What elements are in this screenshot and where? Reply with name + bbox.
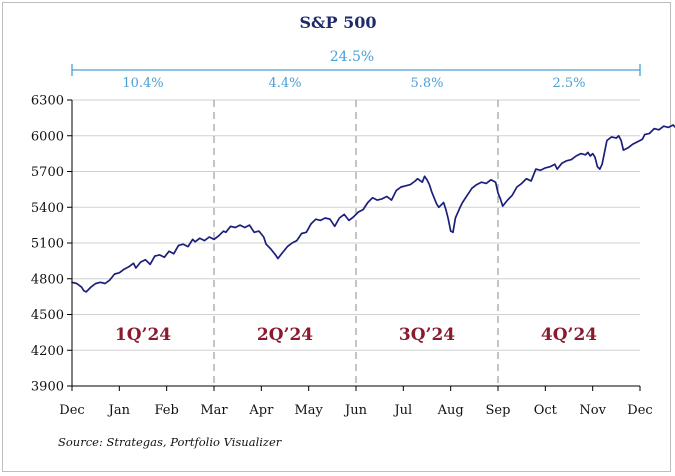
y-tick-label: 5700: [31, 165, 64, 180]
quarter-name-label: 2Q’24: [257, 325, 313, 345]
quarter-return-label: 4.4%: [268, 76, 301, 91]
quarter-return-label: 2.5%: [552, 76, 585, 91]
quarter-name-label: 4Q’24: [541, 325, 597, 345]
y-axis-ticks: 6300 6000 5700 5400 5100 4800 4500 4200 3900: [31, 94, 72, 395]
x-tick-label: Aug: [437, 403, 464, 418]
y-tick-label: 6000: [31, 129, 64, 144]
series-layer: [71, 124, 675, 293]
y-tick-label: 4500: [31, 308, 64, 323]
source-note: Source: Strategas, Portfolio Visualizer: [58, 435, 283, 449]
x-tick-label: Dec: [59, 403, 84, 418]
x-tick-label: Jul: [392, 403, 412, 418]
y-tick-label: 6300: [31, 94, 64, 109]
quarter-name-label: 1Q’24: [115, 325, 171, 345]
x-tick-label: Dec: [627, 403, 652, 418]
total-return-label: 24.5%: [330, 49, 374, 65]
quarter-labels: 10.4% 1Q’24 4.4% 2Q’24 5.8% 3Q’24 2.5% 4Q’24: [115, 76, 597, 345]
y-tick-label: 5100: [31, 237, 64, 252]
x-tick-label: Nov: [579, 403, 606, 418]
x-tick-label: Oct: [534, 403, 558, 418]
y-tick-label: 4200: [31, 344, 64, 359]
series-line: [71, 124, 675, 293]
quarter-return-label: 10.4%: [122, 76, 163, 91]
y-tick-label: 5400: [31, 201, 64, 216]
x-tick-label: Apr: [248, 403, 274, 418]
quarter-name-label: 3Q’24: [399, 325, 455, 345]
x-tick-label: Sep: [486, 403, 511, 418]
y-tick-label: 3900: [31, 380, 64, 395]
grid-layer: [72, 99, 640, 351]
x-tick-label: Jan: [107, 403, 131, 418]
chart-frame: [2, 2, 671, 472]
x-tick-label: May: [294, 403, 323, 418]
quarter-return-label: 5.8%: [410, 76, 443, 91]
x-tick-label: Feb: [155, 403, 179, 418]
x-tick-label: Mar: [200, 403, 228, 418]
y-tick-label: 4800: [31, 272, 64, 287]
chart-title: S&P 500: [300, 13, 377, 32]
x-tick-label: Jun: [343, 403, 368, 418]
x-axis-ticks: Dec Jan Feb Mar Apr May Jun Jul Aug Sep Oct Nov Dec: [59, 386, 653, 418]
